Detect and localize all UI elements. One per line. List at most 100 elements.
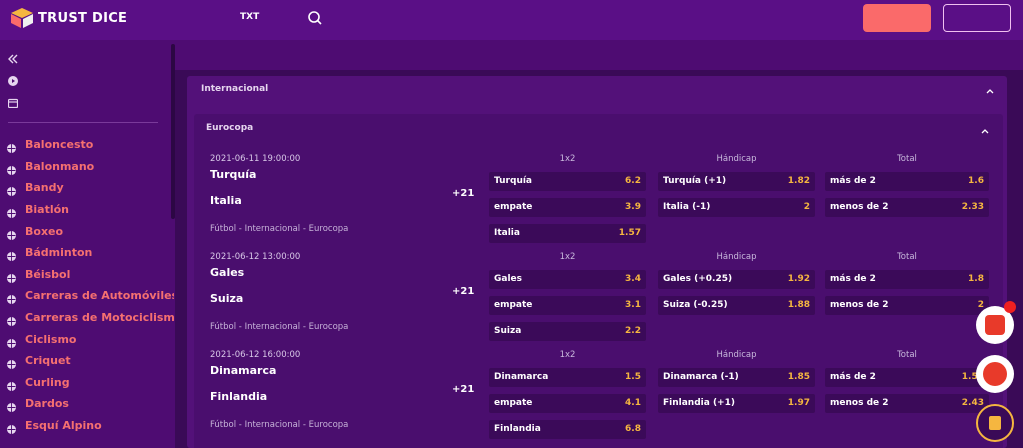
notification-dot: [1004, 301, 1016, 313]
sidebar-item-sport[interactable]: Boxeo: [6, 220, 174, 242]
odds-button[interactable]: Dinamarca 1.5: [489, 368, 646, 387]
odds-button[interactable]: Finlandia 6.8: [489, 420, 646, 439]
odds-selection: menos de 2: [830, 398, 889, 408]
sidebar-item-sport[interactable]: Esquí Alpino: [6, 415, 174, 437]
odds-value: 1.92: [787, 274, 810, 284]
odds-button[interactable]: Turquía 6.2: [489, 172, 646, 191]
odds-value: 2: [803, 202, 810, 212]
odds-button[interactable]: Suiza (-0.25) 1.88: [658, 296, 815, 315]
more-markets-link[interactable]: +21: [452, 384, 475, 395]
sidebar-item-sport[interactable]: Baloncesto: [6, 134, 174, 156]
more-markets-link[interactable]: +21: [452, 286, 475, 297]
dice-logo-icon: [11, 8, 33, 28]
odds-value: 4.1: [625, 398, 641, 408]
odds-button[interactable]: menos de 2 2.33: [825, 198, 989, 217]
sidebar-item-sport[interactable]: Biatlón: [6, 199, 174, 221]
sidebar-item-label: Esquí Alpino: [25, 419, 102, 433]
support-button[interactable]: [976, 355, 1014, 393]
sidebar-scrollbar[interactable]: [171, 44, 175, 219]
odds-selection: Gales: [494, 274, 523, 284]
odds-selection: menos de 2: [830, 300, 889, 310]
odds-button[interactable]: menos de 2 2: [825, 296, 989, 315]
sidebar-item-label: Dardos: [25, 397, 69, 411]
sidebar-item-label: Béisbol: [25, 267, 71, 281]
chat-icon: [985, 315, 1005, 335]
chevron-up-icon[interactable]: [980, 126, 990, 136]
login-button[interactable]: [863, 4, 931, 32]
odds-button[interactable]: más de 2 1.8: [825, 270, 989, 289]
odds-button[interactable]: Finlandia (+1) 1.97: [658, 394, 815, 413]
odds-button[interactable]: más de 2 1.6: [825, 172, 989, 191]
chevron-up-icon[interactable]: [985, 86, 995, 96]
car-icon: [6, 290, 17, 305]
biathlon-icon: [6, 204, 17, 219]
collapse-icon[interactable]: [8, 54, 18, 64]
odds-value: 1.8: [968, 274, 984, 284]
more-markets-link[interactable]: +21: [452, 188, 475, 199]
odds-button[interactable]: empate 3.9: [489, 198, 646, 217]
league-title[interactable]: Eurocopa: [206, 123, 254, 133]
sidebar-item-sport[interactable]: Carreras de Automóviles de: [6, 285, 174, 307]
sidebar-item-sport[interactable]: Bádminton: [6, 242, 174, 264]
sidebar-item-sport[interactable]: Balonmano: [6, 156, 174, 178]
odds-button[interactable]: Gales (+0.25) 1.92: [658, 270, 815, 289]
odds-selection: Dinamarca (-1): [663, 372, 739, 382]
sidebar-item-sport[interactable]: Curling: [6, 372, 174, 394]
sidebar-item-sport[interactable]: Ciclismo: [6, 328, 174, 350]
odds-selection: Italia: [494, 228, 520, 238]
register-button[interactable]: [943, 4, 1011, 32]
home-team[interactable]: Dinamarca: [210, 364, 277, 377]
odds-value: 1.57: [618, 228, 641, 238]
odds-button[interactable]: Gales 3.4: [489, 270, 646, 289]
match-card: 2021-06-11 19:00:00 Turquía Italia Fútbol -…: [194, 150, 994, 246]
sidebar-item-sport[interactable]: Béisbol: [6, 264, 174, 286]
odds-value: 1.5: [625, 372, 641, 382]
odds-value: 1.97: [787, 398, 810, 408]
market-header: 1x2: [559, 154, 576, 164]
section-title[interactable]: Internacional: [201, 84, 269, 94]
brand-name: TRUST DICE: [38, 10, 128, 26]
brand-logo[interactable]: TRUST DICE: [10, 7, 127, 29]
ski-icon: [6, 420, 17, 435]
bicycle-icon: [6, 334, 17, 348]
odds-button[interactable]: Italia (-1) 2: [658, 198, 815, 217]
away-team[interactable]: Suiza: [210, 292, 244, 305]
betslip-button[interactable]: [976, 404, 1014, 442]
sidebar-item-sport[interactable]: Bandy: [6, 177, 174, 199]
play-icon[interactable]: [8, 76, 18, 86]
baseball-icon: [6, 269, 17, 283]
odds-button[interactable]: Turquía (+1) 1.82: [658, 172, 815, 191]
odds-button[interactable]: Suiza 2.2: [489, 322, 646, 341]
league-panel: Eurocopa 2021-06-11 19:00:00 Turquía Itali…: [194, 114, 1003, 448]
home-team[interactable]: Gales: [210, 266, 245, 279]
sidebar-item-sport[interactable]: Criquet: [6, 350, 174, 372]
market-header: Hándicap: [716, 252, 757, 262]
odds-button[interactable]: menos de 2 2.43: [825, 394, 989, 413]
home-team[interactable]: Turquía: [210, 168, 257, 181]
sidebar-item-sport[interactable]: Carreras de Motociclismo: [6, 307, 174, 329]
odds-value: 1.54: [961, 372, 984, 382]
odds-value: 1.85: [787, 372, 810, 382]
odds-value: 1.6: [968, 176, 984, 186]
sports-sidebar: Baloncesto Balonmano Bandy Biatlón Boxeo Bádm…: [0, 40, 175, 448]
search-icon[interactable]: [307, 10, 323, 26]
odds-button[interactable]: empate 4.1: [489, 394, 646, 413]
calendar-icon[interactable]: [8, 98, 18, 108]
odds-button[interactable]: Dinamarca (-1) 1.85: [658, 368, 815, 387]
sidebar-item-sport[interactable]: Dardos: [6, 393, 174, 415]
odds-button[interactable]: más de 2 1.54: [825, 368, 989, 387]
section-panel: Internacional Eurocopa 2021-06-11 19:00:…: [187, 76, 1007, 448]
sidebar-item-label: Balonmano: [25, 159, 95, 173]
market-header: Total: [897, 350, 917, 360]
away-team[interactable]: Italia: [210, 194, 242, 207]
language-selector[interactable]: TXT: [240, 12, 260, 22]
odds-selection: Finlandia: [494, 424, 541, 434]
sidebar-item-label: Bandy: [25, 181, 64, 195]
odds-button[interactable]: empate 3.1: [489, 296, 646, 315]
away-team[interactable]: Finlandia: [210, 390, 268, 403]
odds-value: 2.33: [961, 202, 984, 212]
sidebar-item-label: Bádminton: [25, 246, 93, 260]
odds-selection: Suiza (-0.25): [663, 300, 728, 310]
odds-button[interactable]: Italia 1.57: [489, 224, 646, 243]
odds-selection: Dinamarca: [494, 372, 549, 382]
